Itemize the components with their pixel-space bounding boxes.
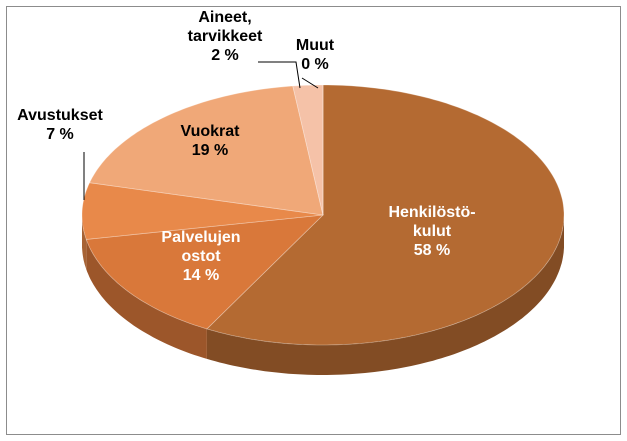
data-label-category: Henkilöstö-kulut	[388, 204, 475, 240]
data-label-value: 58 %	[414, 242, 450, 259]
pie-slice-side	[206, 215, 564, 375]
data-label-line: Henkilöstö-	[388, 204, 475, 221]
pie-slice	[292, 84, 324, 216]
data-label-value: 2 %	[211, 47, 239, 64]
data-label-category: Avustukset	[17, 107, 103, 124]
data-label-value: 14 %	[183, 267, 219, 284]
data-label-value: 0 %	[301, 56, 329, 73]
data-label-category: Muut	[296, 37, 335, 54]
data-label-line: tarvikkeet	[188, 28, 263, 45]
data-label-line: kulut	[413, 223, 452, 240]
pie-slice	[81, 182, 324, 240]
data-label-line: ostot	[181, 248, 221, 265]
pie-slice-side	[82, 215, 87, 270]
data-label-value: 7 %	[46, 126, 74, 143]
data-label-category: Palvelujen ostot	[161, 229, 240, 265]
data-label-category: Aineet, tarvikkeet	[188, 9, 263, 45]
pie-slice	[85, 214, 325, 330]
pie-slice-side	[86, 239, 207, 359]
pie-slice	[89, 85, 324, 216]
data-label-line: Palvelujen	[161, 229, 240, 246]
pie-slice	[206, 84, 565, 346]
data-label-line: Aineet,	[198, 9, 251, 26]
data-label-line: Avustukset	[17, 107, 103, 124]
data-label-line: Muut	[296, 37, 335, 54]
data-label-category: Vuokrat	[181, 123, 241, 140]
data-label-line: Vuokrat	[181, 123, 241, 140]
leader-line	[258, 61, 301, 89]
data-label-value: 19 %	[192, 142, 228, 159]
leader-line	[301, 77, 319, 89]
